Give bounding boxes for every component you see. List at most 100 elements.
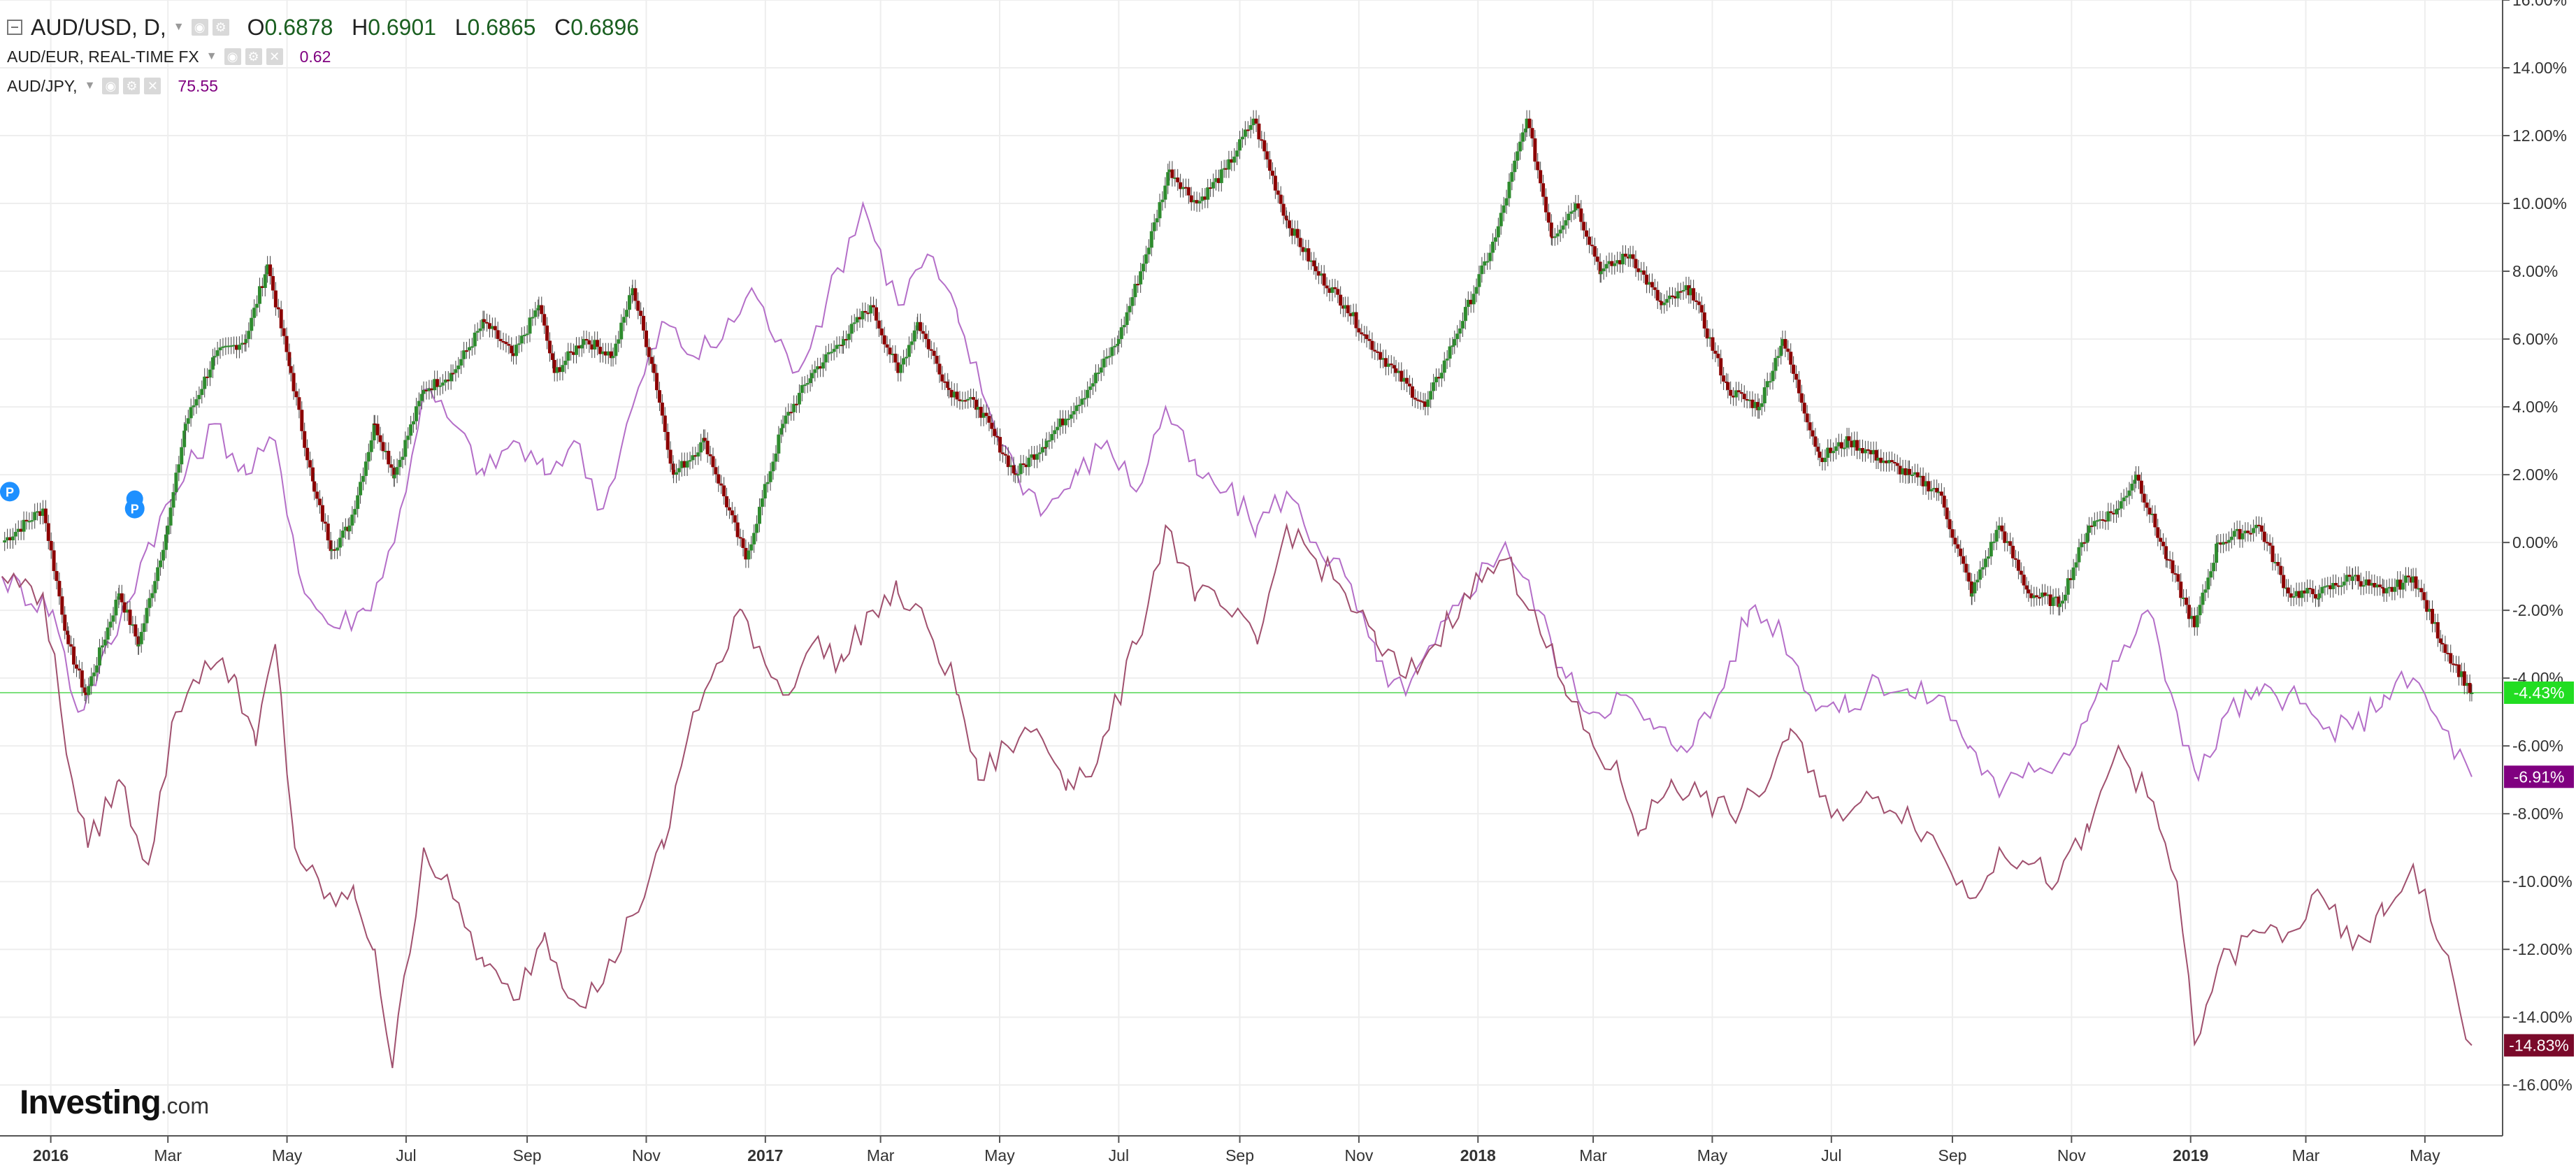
candle-body [1525, 118, 1529, 129]
candle-body [482, 319, 487, 322]
candle-body [1222, 168, 1226, 170]
candle-body [206, 376, 210, 378]
legend-aud-eur[interactable]: AUD/EUR, REAL-TIME FX ▼ ◉ ⚙ ✕ 0.62 [7, 42, 639, 71]
candle-body [1170, 169, 1174, 178]
y-tick-label: -10.00% [2512, 872, 2573, 891]
candle-body [243, 343, 247, 345]
gear-icon[interactable]: ⚙ [212, 19, 229, 36]
candle-body [946, 381, 950, 388]
candle-body [1265, 151, 1269, 160]
candle-body [2430, 609, 2434, 624]
candle-body [558, 367, 562, 373]
eye-icon[interactable]: ◉ [224, 48, 241, 65]
candle-body [266, 264, 270, 275]
candle-body [1650, 282, 1654, 288]
gear-icon[interactable]: ⚙ [123, 78, 141, 94]
candle-body [1304, 248, 1308, 252]
candle-body [1021, 463, 1026, 465]
candle-body [1829, 447, 1833, 454]
candle-body [438, 385, 442, 387]
candle-body [19, 528, 23, 532]
candle-body [677, 468, 681, 473]
candle-body [1779, 345, 1783, 356]
candle-body [1024, 464, 1028, 468]
candle-body [271, 276, 275, 291]
candle-body [1668, 295, 1672, 299]
candle-body [470, 346, 474, 348]
close-icon[interactable]: ✕ [266, 48, 283, 65]
candle-body [1953, 538, 1957, 545]
candle-body [2438, 638, 2442, 643]
candle-body [1113, 345, 1117, 347]
candle-body [1086, 389, 1090, 398]
candle-body [1000, 452, 1005, 454]
candle-body [436, 379, 440, 387]
candle-body [1634, 259, 1638, 268]
candle-body [2171, 560, 2175, 574]
candle-body [1439, 373, 1444, 379]
candle-body [1285, 219, 1289, 221]
candle-body [2013, 558, 2017, 560]
legend-aud-usd[interactable]: AUD/USD, D, ▼ ◉ ⚙ O0.6878 H0.6901 L0.686… [7, 13, 639, 42]
candle-body [49, 540, 53, 551]
eye-icon[interactable]: ◉ [191, 19, 208, 36]
gear-icon[interactable]: ⚙ [245, 48, 262, 65]
candle-body [27, 521, 31, 523]
high-value: 0.6901 [368, 14, 437, 40]
candle-body [1618, 260, 1622, 265]
candle-body [387, 450, 391, 465]
candle-body [1799, 393, 1804, 403]
candle-body [2074, 562, 2078, 568]
candle-body [1316, 271, 1321, 276]
candle-body [2116, 508, 2120, 510]
candle-body [792, 403, 796, 412]
legend-aud-jpy[interactable]: AUD/JPY, ▼ ◉ ⚙ ✕ 75.55 [7, 71, 639, 101]
candle-body [1279, 194, 1283, 204]
x-tick-label: May [984, 1146, 1015, 1165]
candle-body [1962, 556, 1966, 564]
candle-body [869, 305, 873, 314]
candle-body [1670, 295, 1674, 297]
candle-body [1898, 466, 1902, 475]
candle-body [1030, 454, 1034, 458]
candle-body [366, 452, 370, 462]
close-icon[interactable]: ✕ [144, 78, 161, 94]
candle-body [1924, 481, 1928, 486]
candle-body [611, 356, 615, 359]
chevron-down-icon[interactable]: ▼ [84, 80, 96, 92]
chevron-down-icon[interactable]: ▼ [173, 21, 185, 33]
candle-body [1445, 359, 1449, 361]
candle-body [66, 635, 71, 644]
candle-body [1224, 168, 1228, 170]
candle-body [2048, 594, 2052, 606]
candle-body [863, 310, 868, 313]
candle-body [2252, 528, 2256, 533]
candle-body [741, 538, 745, 548]
candle-body [2139, 480, 2143, 494]
x-tick-label: Sep [1225, 1146, 1254, 1165]
x-tick-label: Nov [1344, 1146, 1373, 1165]
candle-body [347, 525, 352, 532]
candle-body [902, 358, 906, 365]
candle-body [963, 400, 967, 402]
candle-body [475, 331, 480, 333]
candle-body [456, 365, 461, 370]
candle-body [1339, 294, 1343, 306]
candle-body [921, 331, 926, 334]
candle-body [2136, 475, 2140, 481]
candle-body [294, 391, 298, 398]
collapse-icon[interactable] [7, 20, 22, 35]
candle-body [1346, 305, 1350, 314]
candle-body [1582, 222, 1586, 231]
candle-body [1786, 348, 1790, 352]
candle-body [572, 352, 576, 355]
candle-body [2443, 644, 2447, 654]
candle-body [1072, 411, 1076, 414]
chevron-down-icon[interactable]: ▼ [206, 50, 217, 62]
candle-body [563, 361, 568, 366]
eye-icon[interactable]: ◉ [102, 78, 120, 94]
candle-body [603, 351, 607, 356]
candle-body [481, 319, 485, 329]
candle-body [323, 521, 327, 524]
